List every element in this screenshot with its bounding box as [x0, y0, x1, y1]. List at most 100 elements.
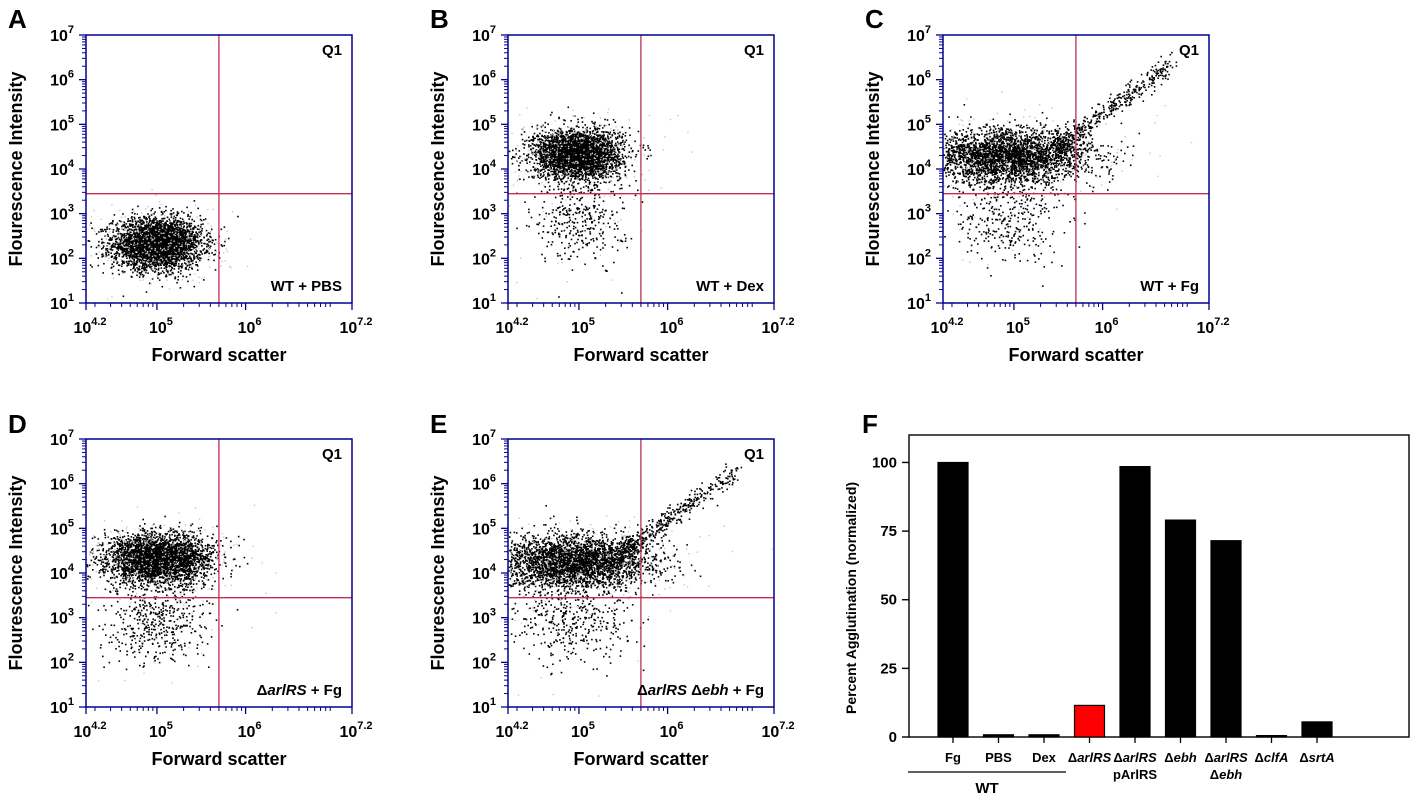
event-dot: [178, 248, 180, 250]
event-dot: [142, 251, 144, 254]
event-dot: [183, 248, 185, 250]
event-dot: [123, 252, 126, 254]
event-dot: [158, 245, 160, 248]
event-dot: [164, 232, 167, 234]
event-dot: [135, 223, 137, 225]
event-dot: [116, 243, 119, 246]
event-dot: [604, 166, 607, 168]
event-dot: [126, 257, 128, 259]
event-dot: [527, 170, 529, 173]
event-dot: [181, 263, 183, 265]
event-dot: [136, 255, 139, 258]
event-dot: [188, 257, 191, 259]
event-dot: [133, 242, 136, 244]
event-dot: [180, 233, 183, 235]
event-dot: [186, 229, 188, 231]
event-dot: [218, 257, 221, 259]
event-dot: [145, 252, 147, 255]
event-dot: [208, 252, 210, 255]
event-dot: [178, 246, 181, 249]
event-dot: [525, 169, 528, 172]
event-dot: [144, 252, 146, 254]
event-dot: [168, 253, 171, 255]
event-dot: [182, 257, 184, 260]
event-dot: [544, 142, 546, 145]
event-dot: [163, 262, 166, 265]
event-dot: [182, 228, 185, 231]
event-dot: [179, 287, 182, 289]
event-dot: [169, 220, 171, 222]
event-dot: [168, 238, 170, 240]
event-dot: [574, 153, 576, 155]
event-dot: [168, 234, 170, 237]
event-dot: [159, 244, 161, 247]
event-dot: [536, 135, 538, 137]
event-dot: [132, 240, 135, 242]
event-dot: [146, 231, 149, 233]
event-dot: [135, 244, 137, 247]
event-dot: [156, 275, 158, 277]
event-dot: [145, 241, 147, 244]
event-dot: [117, 230, 120, 233]
event-dot: [195, 256, 197, 259]
event-dot: [191, 230, 194, 233]
event-dot: [157, 228, 160, 230]
event-dot: [188, 266, 191, 269]
event-dot: [179, 239, 182, 241]
event-dot: [134, 269, 136, 272]
event-dot: [156, 222, 158, 224]
event-dot: [561, 132, 564, 135]
event-dot: [105, 238, 107, 240]
event-dot: [139, 272, 141, 274]
event-dot: [97, 244, 100, 247]
event-dot: [176, 224, 179, 227]
event-dot: [163, 272, 165, 274]
event-dot: [226, 250, 228, 253]
event-dot: [521, 160, 523, 162]
event-dot: [169, 245, 171, 247]
event-dot: [139, 279, 142, 281]
event-dot: [151, 239, 153, 242]
event-dot: [195, 234, 198, 236]
event-dot: [121, 251, 124, 253]
event-dot: [575, 133, 578, 135]
event-dot: [105, 253, 107, 255]
event-dot: [128, 220, 130, 222]
event-dot: [132, 241, 134, 243]
event-dot: [179, 237, 181, 240]
event-dot: [196, 232, 198, 235]
event-dot: [162, 259, 164, 261]
event-dot: [193, 247, 195, 249]
event-dot: [112, 234, 115, 237]
event-dot: [198, 248, 200, 250]
event-dot: [134, 213, 136, 215]
event-dot: [152, 262, 155, 265]
event-dot: [150, 283, 152, 285]
event-dot: [158, 230, 160, 233]
event-dot: [154, 233, 157, 235]
event-dot: [161, 270, 164, 273]
event-dot: [125, 236, 128, 239]
event-dot: [153, 237, 156, 239]
event-dot: [607, 149, 610, 152]
event-dot: [128, 236, 130, 238]
event-dot: [151, 251, 153, 254]
event-dot: [184, 231, 187, 233]
event-dot: [574, 137, 576, 140]
event-dot: [155, 234, 157, 236]
event-dot: [617, 165, 619, 167]
event-dot: [145, 238, 147, 241]
event-dot: [167, 257, 170, 260]
event-dot: [129, 223, 131, 225]
event-dot: [187, 210, 190, 213]
event-dot: [163, 259, 165, 261]
event-dot: [201, 245, 203, 247]
panel-letter: A: [8, 4, 27, 34]
event-dot: [105, 255, 108, 257]
event-dot: [163, 250, 165, 253]
event-dot: [158, 273, 161, 275]
event-dot: [158, 247, 161, 249]
event-dot: [164, 252, 166, 255]
event-dot: [186, 237, 188, 240]
